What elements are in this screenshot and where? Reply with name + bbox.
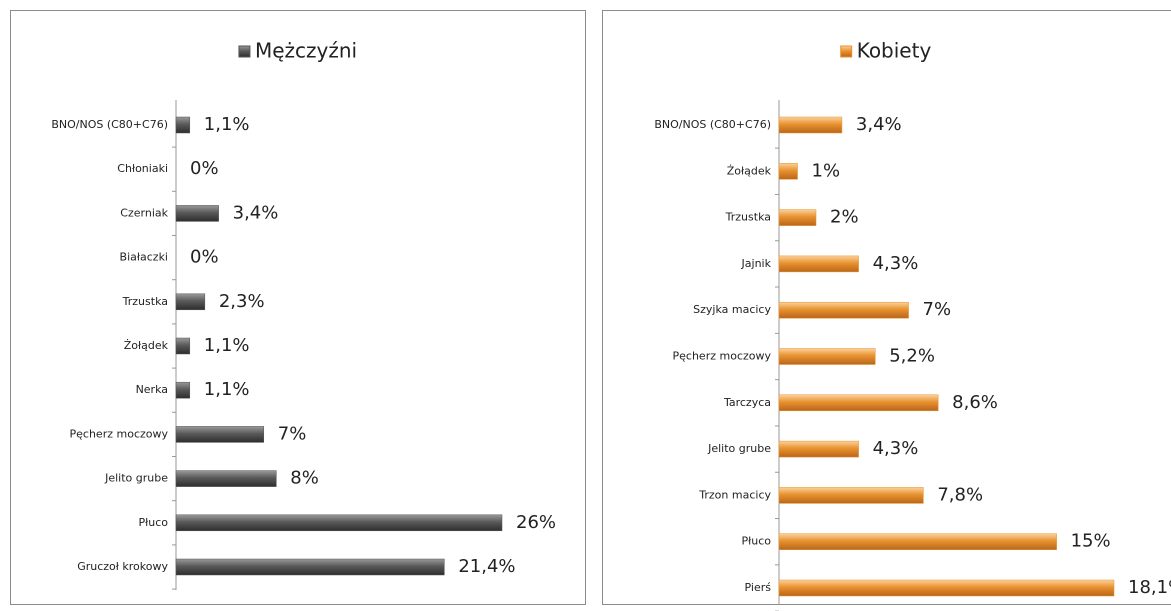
y-tick-label: Nerka — [136, 383, 168, 396]
bar — [175, 470, 277, 487]
y-tick-label: Żołądek — [124, 339, 169, 352]
data-label: 1,1% — [204, 335, 250, 356]
y-tick-label: Żołądek — [727, 164, 772, 177]
y-tick-label: Szyjka macicy — [693, 303, 771, 316]
data-label: 7% — [923, 299, 952, 320]
data-label: 5,2% — [889, 346, 935, 367]
legend-marker — [840, 45, 853, 58]
data-label: 15% — [1071, 531, 1111, 552]
legend-label: Mężczyźni — [255, 39, 357, 63]
data-label: 0% — [190, 158, 219, 179]
y-tick-label: Czerniak — [120, 206, 168, 219]
bar — [778, 487, 924, 504]
bar — [778, 116, 843, 134]
y-tick-label: BNO/NOS (C80+C76) — [51, 118, 168, 131]
bar — [778, 163, 798, 180]
y-tick-label: Płuco — [138, 516, 168, 529]
data-label: 4,3% — [873, 253, 919, 274]
y-tick-label: Chłoniaki — [117, 162, 168, 175]
y-tick-label: Białaczki — [120, 251, 168, 264]
y-tick-label: Pierś — [745, 581, 772, 594]
data-label: 3,4% — [856, 114, 902, 135]
bar — [778, 579, 1115, 597]
data-label: 7% — [278, 423, 307, 444]
data-label: 8% — [290, 468, 319, 489]
bar — [175, 514, 503, 532]
bar — [175, 293, 206, 311]
y-tick-label: Trzon macicy — [698, 488, 771, 501]
data-label: 1% — [812, 160, 841, 181]
panel — [10, 10, 586, 605]
bar — [778, 209, 817, 226]
y-tick-label: BNO/NOS (C80+C76) — [654, 118, 771, 131]
bar — [778, 348, 876, 365]
data-label: 18,1% — [1128, 577, 1171, 598]
data-label: 2,3% — [219, 291, 265, 312]
bar — [778, 255, 859, 273]
y-tick-label: Pęcherz moczowy — [673, 350, 772, 363]
data-label: 4,3% — [873, 438, 919, 459]
y-tick-label: Pęcherz moczowy — [70, 427, 169, 440]
data-label: 2% — [830, 207, 859, 228]
legend-label: Kobiety — [857, 39, 932, 63]
data-label: 1,1% — [204, 379, 250, 400]
data-label: 21,4% — [458, 556, 515, 577]
bar — [778, 394, 939, 412]
y-tick-label: Gruczoł krokowy — [77, 560, 168, 573]
bar — [175, 426, 265, 443]
bar — [778, 440, 859, 458]
data-label: 0% — [190, 247, 219, 268]
y-tick-label: Jelito grube — [104, 472, 168, 485]
legend-marker — [238, 45, 251, 58]
bar — [778, 301, 909, 319]
y-tick-label: Tarczyca — [723, 396, 771, 409]
y-tick-label: Jajnik — [741, 257, 772, 270]
data-label: 7,8% — [937, 484, 983, 505]
y-tick-label: Trzustka — [122, 295, 168, 308]
data-label: 26% — [516, 512, 556, 533]
bar — [175, 116, 191, 134]
y-tick-label: Jelito grube — [707, 442, 771, 455]
y-tick-label: Płuco — [741, 535, 771, 548]
bar — [175, 558, 445, 576]
data-label: 1,1% — [204, 114, 250, 135]
bar — [175, 381, 191, 399]
y-tick-label: Trzustka — [725, 211, 771, 224]
data-label: 8,6% — [952, 392, 998, 413]
data-label: 3,4% — [233, 202, 279, 223]
bar — [175, 205, 219, 222]
bar — [175, 337, 191, 355]
bar — [778, 533, 1057, 550]
